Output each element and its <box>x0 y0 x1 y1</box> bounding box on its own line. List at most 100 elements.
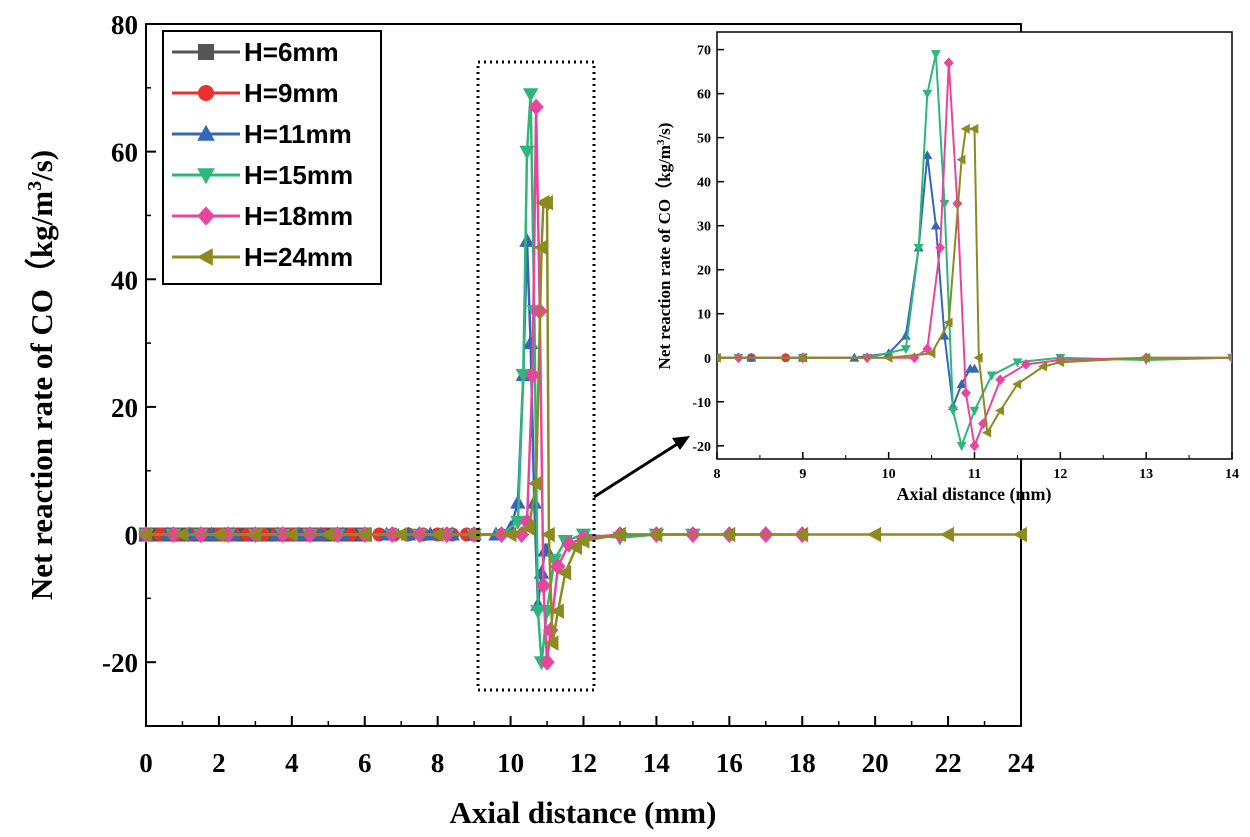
inset-y-tick-label: 10 <box>697 308 711 323</box>
main-data-point <box>429 526 444 543</box>
legend-label: H=6mm <box>244 37 339 67</box>
inset-data-point <box>930 50 941 60</box>
main-data-point <box>533 239 548 256</box>
main-y-tick-labels: -20 0 20 40 60 80 <box>102 10 138 678</box>
inset-data-point <box>960 387 971 399</box>
inset-y-tick-label: 60 <box>697 88 711 103</box>
main-data-point <box>137 526 152 543</box>
main-x-tick-label: 18 <box>789 748 816 778</box>
legend-item: H=15mm <box>172 160 353 190</box>
inset-axis-ticks <box>716 48 1233 459</box>
inset-x-tick-label: 8 <box>714 467 721 482</box>
inset-data-point <box>1037 361 1047 372</box>
main-x-tick-label: 16 <box>716 748 743 778</box>
legend-item: H=6mm <box>172 37 339 67</box>
legend-label: H=11mm <box>244 119 352 149</box>
main-data-point <box>549 603 564 619</box>
legend-label: H=18mm <box>244 201 353 231</box>
inset-series-H=24mm <box>717 123 1232 438</box>
legend-marker <box>197 206 215 226</box>
main-data-point <box>524 366 541 384</box>
legend-marker <box>197 168 215 185</box>
inset-y-tick-label: 70 <box>697 44 711 59</box>
main-data-point <box>721 526 736 543</box>
inset-x-tick-label: 11 <box>968 467 981 482</box>
legend-label: H=24mm <box>244 242 353 272</box>
inset-data-point <box>883 352 893 363</box>
inset-plot-panel: 8 9 10 11 12 13 14 -20 -10 0 10 20 30 40 50 60 70 Axial… <box>654 31 1240 505</box>
main-y-axis-title: Net reaction rate of CO（kg/m3/s) <box>24 150 59 600</box>
inset-series-line <box>717 53 1232 450</box>
main-x-tick-label: 6 <box>358 748 372 778</box>
main-data-point <box>247 526 262 543</box>
inset-y-tick-label: 0 <box>704 352 711 367</box>
main-data-point <box>1012 526 1027 543</box>
inset-x-tick-label: 14 <box>1225 467 1239 482</box>
main-data-point <box>568 539 583 556</box>
inset-x-tick-labels: 8 9 10 11 12 13 14 <box>714 467 1240 482</box>
inset-data-point <box>982 427 992 438</box>
main-data-point <box>557 565 572 581</box>
main-data-point <box>867 526 882 543</box>
inset-x-tick-label: 13 <box>1139 467 1153 482</box>
inset-data-point <box>969 123 979 134</box>
main-y-tick-label: 0 <box>125 521 139 551</box>
main-x-tick-label: 8 <box>431 748 445 778</box>
inset-data-point <box>1226 354 1232 361</box>
main-y-axis-title-tail: /s) <box>24 150 59 182</box>
inset-data-point <box>960 123 970 134</box>
main-series-line <box>146 240 547 605</box>
legend-item: H=11mm <box>172 119 352 149</box>
main-x-tick-labels: 0 2 4 6 8 10 12 14 16 18 20 22 24 <box>139 748 1034 778</box>
inset-data-point <box>922 150 933 160</box>
inset-data-point <box>956 441 967 451</box>
inset-data-point <box>717 352 721 363</box>
inset-data-point <box>935 242 946 254</box>
main-data-point <box>522 88 539 103</box>
main-data-point <box>519 513 535 531</box>
inset-y-axis-title-main: Net reaction rate of CO（kg/m <box>654 145 674 369</box>
main-data-point <box>544 635 559 651</box>
inset-data-point <box>939 330 950 340</box>
main-data-point <box>519 232 535 247</box>
inset-data-point <box>956 154 966 165</box>
main-y-tick-label: 20 <box>111 393 138 423</box>
main-data-point <box>535 577 552 594</box>
legend-box <box>162 30 382 285</box>
main-data-point <box>283 526 298 543</box>
main-data-point <box>502 526 517 543</box>
inset-y-tick-label: 20 <box>697 264 711 279</box>
inset-data-point <box>969 406 980 416</box>
main-data-point <box>540 526 555 543</box>
inset-data-point <box>797 352 807 363</box>
main-data-point <box>466 526 481 543</box>
inset-data-point <box>1140 352 1150 363</box>
inset-data-point <box>995 405 1005 416</box>
main-data-point <box>539 653 555 671</box>
main-y-axis-title-sup: 3 <box>24 181 46 191</box>
inset-data-point <box>1012 358 1023 368</box>
main-data-point <box>528 98 544 116</box>
main-data-point <box>528 475 543 492</box>
inset-data-point <box>913 243 924 253</box>
main-series-H=11mm <box>138 232 555 611</box>
inset-data-point <box>969 363 980 373</box>
inset-data-point <box>948 406 958 416</box>
main-data-point <box>210 526 225 543</box>
main-data-point <box>794 526 809 543</box>
inset-y-axis-title: Net reaction rate of CO（kg/m3/s) <box>654 123 674 370</box>
inset-data-point <box>978 418 989 430</box>
zoom-arrow-line <box>593 439 683 499</box>
main-y-tick-label: 80 <box>111 10 138 40</box>
inset-data-point <box>943 317 953 328</box>
main-data-point <box>356 526 371 543</box>
inset-data-point <box>986 371 997 381</box>
inset-y-axis-title-tail: /s) <box>655 123 674 141</box>
inset-data-point <box>1021 358 1031 370</box>
main-x-tick-label: 24 <box>1008 748 1035 778</box>
main-data-point <box>519 145 535 160</box>
inset-data-point <box>956 378 967 388</box>
main-x-tick-label: 2 <box>212 748 226 778</box>
main-y-tick-label: -20 <box>102 648 138 678</box>
inset-data-point <box>1055 357 1065 368</box>
